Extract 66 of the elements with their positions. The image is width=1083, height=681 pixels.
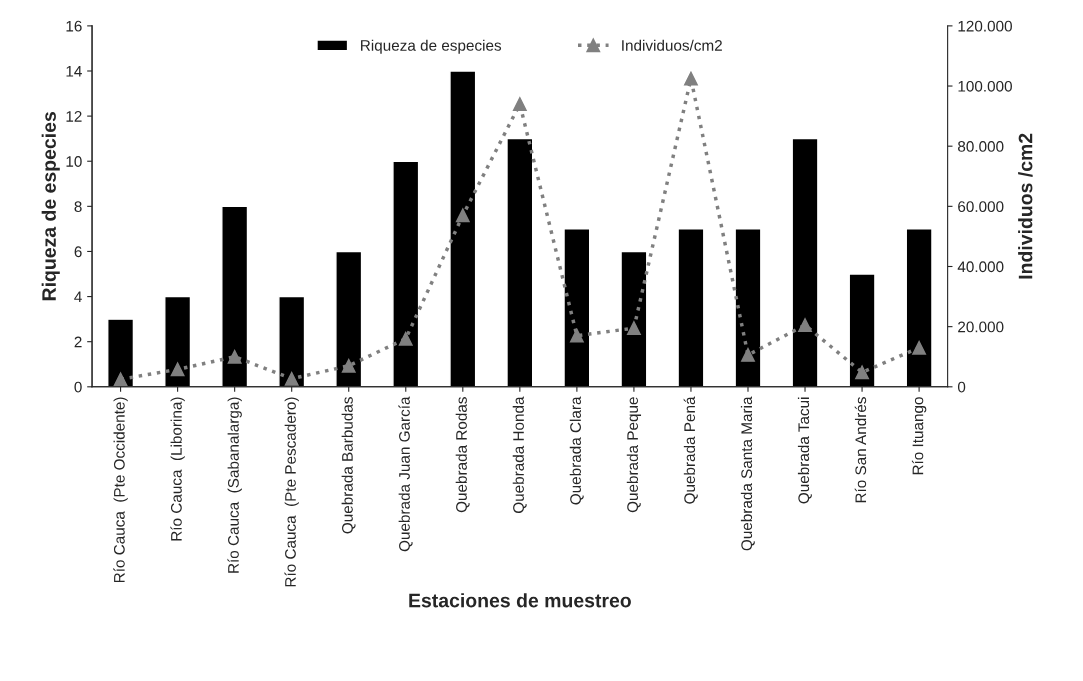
bar xyxy=(563,228,591,387)
x-tick-label: Quebrada Rodas xyxy=(455,397,470,513)
point xyxy=(341,358,356,373)
bar xyxy=(506,137,534,387)
x-tick-label: Quebrada Clara xyxy=(569,396,584,505)
y-tick-label: 2 xyxy=(74,336,82,348)
bar xyxy=(449,70,477,387)
x-tick-label: Río Ituango xyxy=(911,397,927,475)
y2-tick-label: 100.000 xyxy=(958,80,1012,92)
legend-label: Riqueza de especies xyxy=(361,39,502,54)
x-axis-title: Estaciones de muestreo xyxy=(409,593,631,608)
x-tick-label: Río San Andrés xyxy=(854,397,867,503)
x-tick-label: Quebrada Santa Maria xyxy=(740,396,755,551)
bar xyxy=(392,160,420,387)
point xyxy=(113,372,128,387)
bar xyxy=(848,273,876,387)
bar xyxy=(677,228,705,387)
y2-tick-label: 60.000 xyxy=(958,201,1004,213)
y2-axis-title: Individuos /cm2 xyxy=(1018,133,1033,279)
y2-tick-label: 20.000 xyxy=(958,321,1004,333)
x-tick-label: Quebrada Pená xyxy=(683,396,698,504)
point xyxy=(798,318,812,333)
bar xyxy=(221,205,249,387)
bar xyxy=(164,295,192,387)
x-tick-label: Río Cauca (Sabanalarga) xyxy=(227,397,242,573)
y-tick-label: 8 xyxy=(74,201,82,213)
x-tick-label: Río Cauca (Pte Occidente) xyxy=(113,397,128,583)
point xyxy=(912,340,927,355)
x-tick-label: Quebrada Juan García xyxy=(398,396,413,552)
y-tick-label: 14 xyxy=(66,66,82,77)
bar xyxy=(620,250,648,387)
y2-tick-label: 80.000 xyxy=(958,141,1004,152)
bar xyxy=(335,250,363,387)
x-tick-label: Quebrada Peque xyxy=(626,397,642,513)
point xyxy=(398,331,413,346)
y-tick-label: 10 xyxy=(66,156,82,167)
x-tick-label: Río Cauca (Liborina) xyxy=(170,397,185,541)
bar xyxy=(734,228,762,387)
x-tick-label: Quebrada Tacui xyxy=(797,397,812,504)
y-tick-label: 12 xyxy=(66,110,82,122)
bar xyxy=(791,137,819,387)
point xyxy=(626,321,641,336)
y-tick-label: 4 xyxy=(74,291,82,303)
point xyxy=(855,365,870,380)
point xyxy=(284,371,299,386)
y-tick-label: 6 xyxy=(74,246,82,258)
bar xyxy=(107,318,135,387)
bar xyxy=(278,295,306,387)
y2-tick-label: 0 xyxy=(957,381,966,393)
legend-label: Individuos/cm2 xyxy=(622,39,722,51)
y2-tick-label: 40.000 xyxy=(957,261,1004,273)
y-tick-label: 0 xyxy=(74,381,82,393)
x-tick-label: Quebrada Barbudas xyxy=(341,397,356,534)
x-tick-label: Quebrada Honda xyxy=(512,396,527,514)
y2-tick-label: 120.000 xyxy=(958,20,1012,32)
point xyxy=(170,362,185,377)
y-axis-title: Riqueza de especies xyxy=(41,112,60,301)
point xyxy=(569,328,584,343)
y-tick-label: 16 xyxy=(66,20,82,32)
point xyxy=(512,97,527,112)
point xyxy=(455,208,470,223)
point xyxy=(741,347,755,362)
point xyxy=(684,71,698,86)
x-tick-label: Río Cauca (Pte Pescadero) xyxy=(284,397,299,587)
bar xyxy=(905,228,933,387)
point xyxy=(227,349,242,364)
